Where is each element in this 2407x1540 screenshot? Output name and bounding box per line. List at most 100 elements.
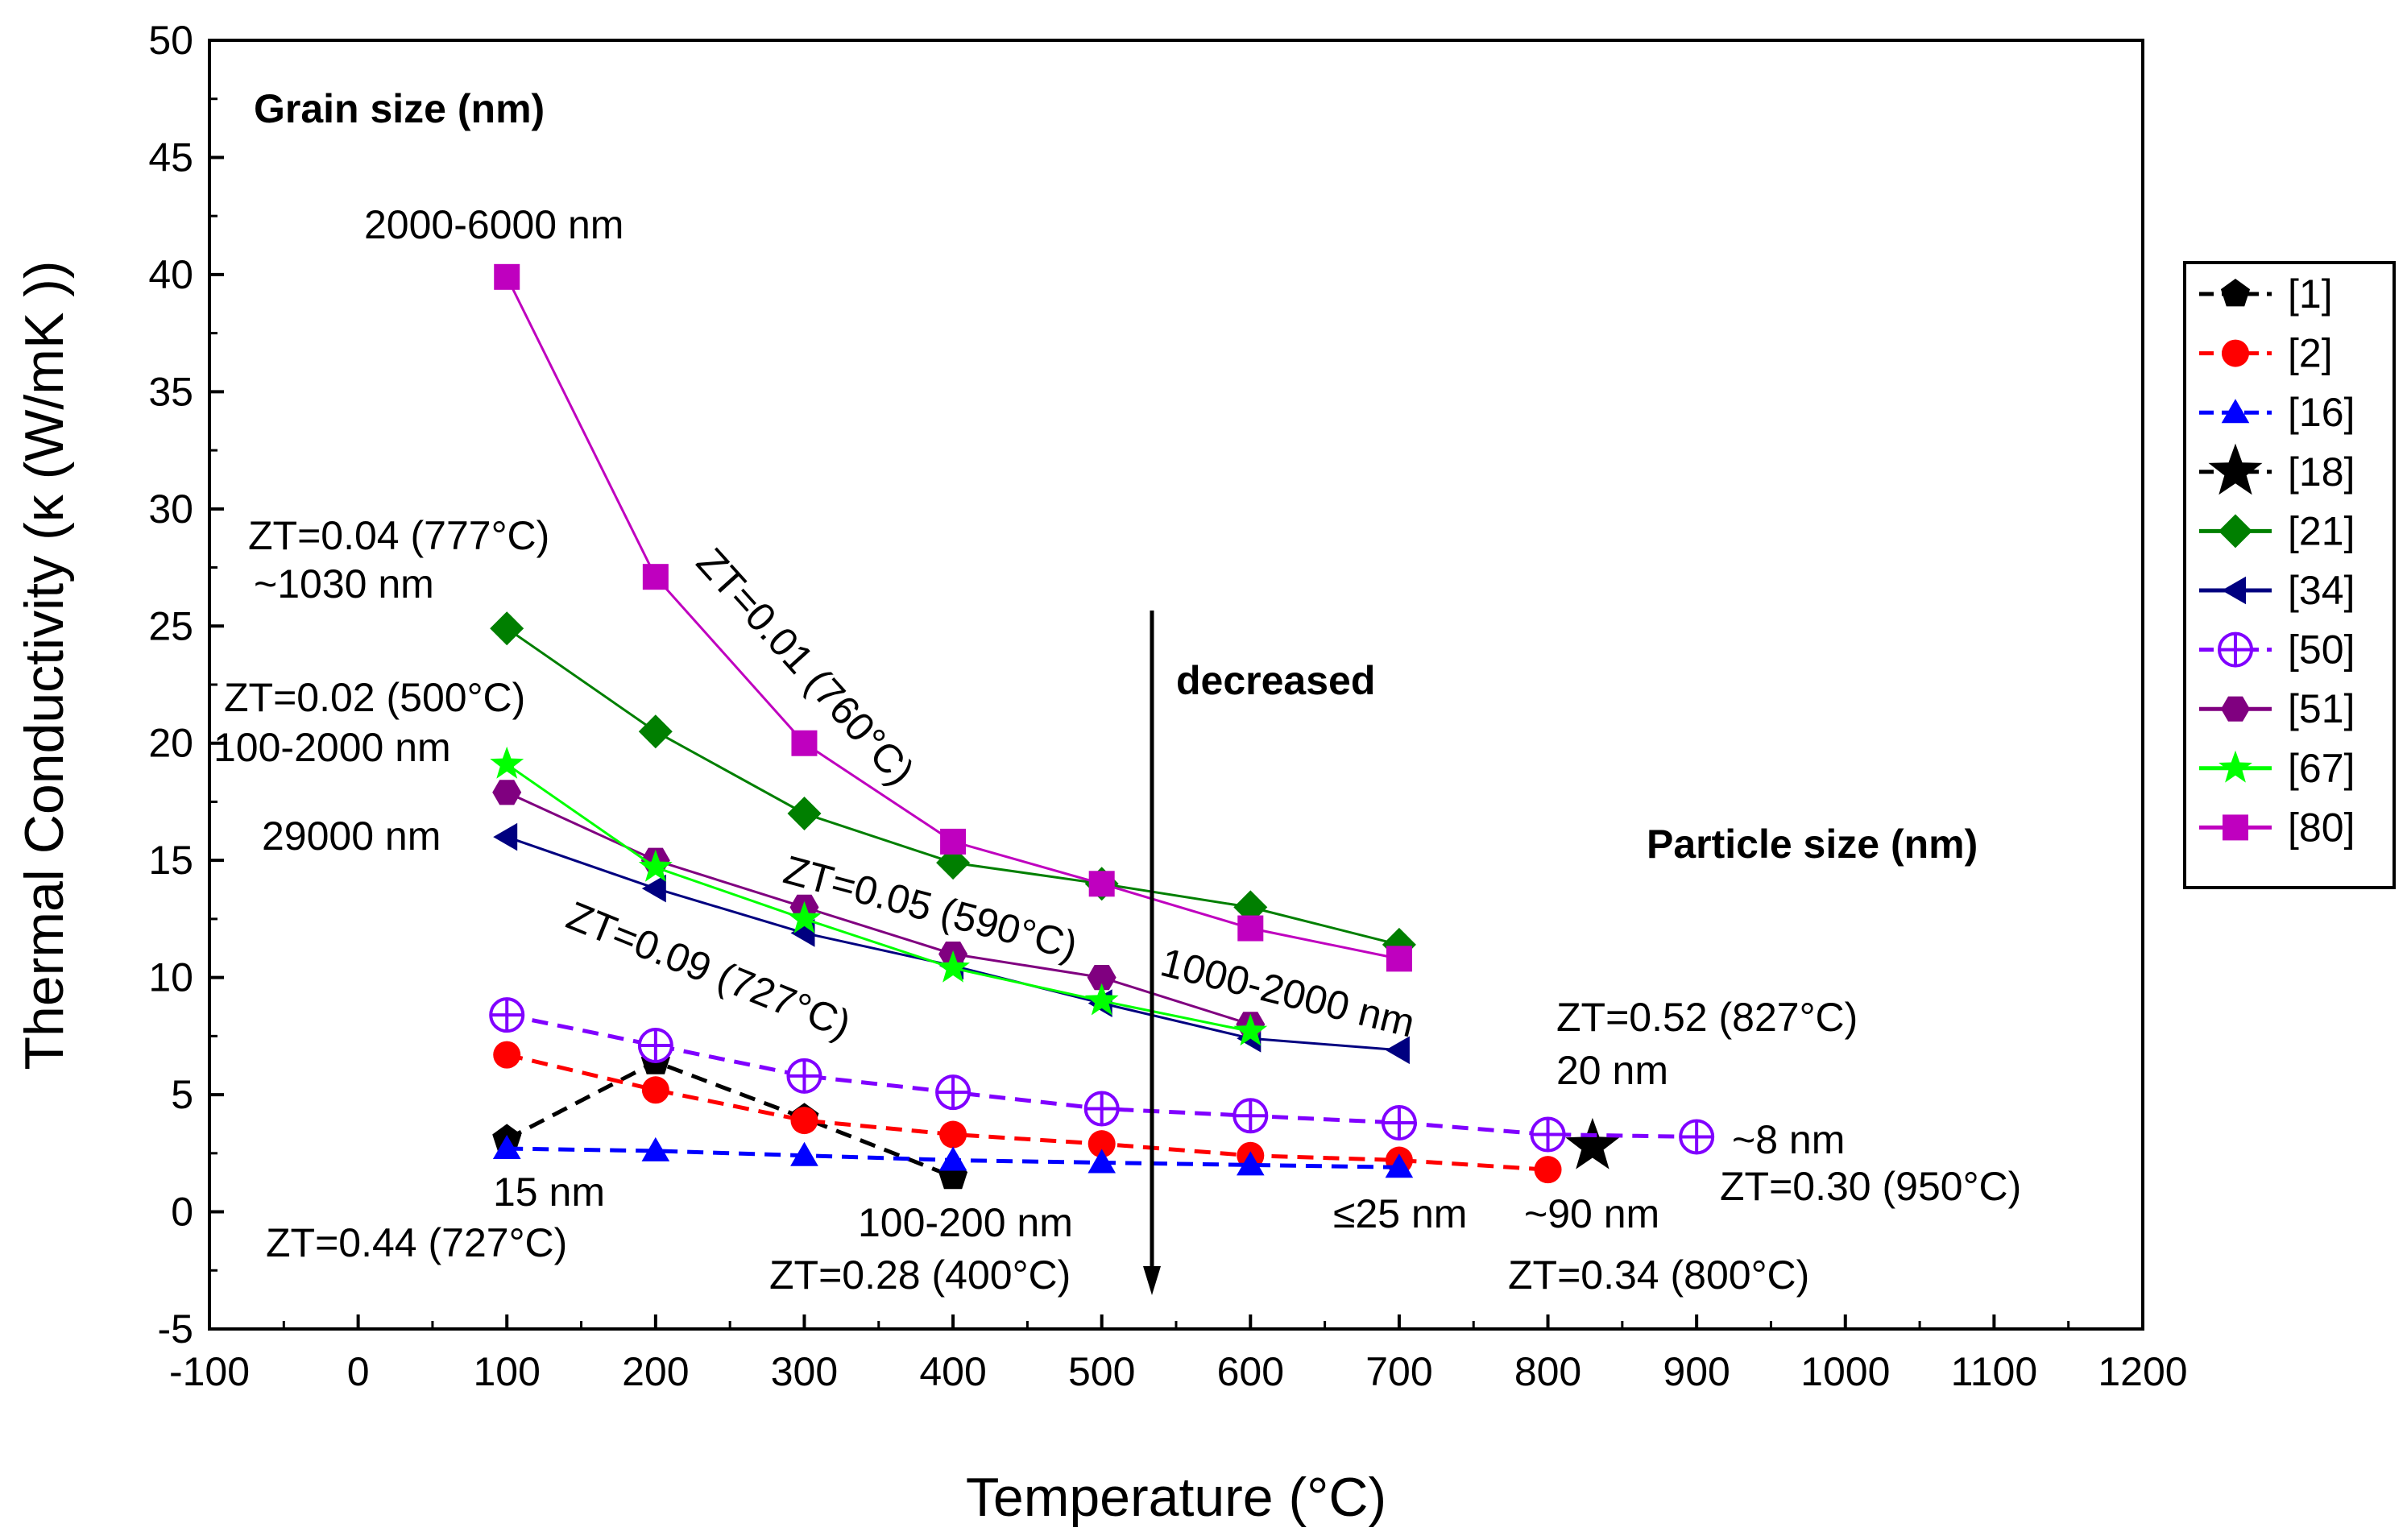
data-point (638, 849, 673, 882)
x-tick-label: 600 (1217, 1349, 1284, 1394)
legend-label: [21] (2288, 508, 2355, 553)
data-point (790, 1107, 818, 1135)
data-point (1084, 983, 1119, 1016)
x-tick-label: 700 (1365, 1349, 1432, 1394)
annotation-grain-1030: ~1030 nm (254, 561, 434, 606)
y-tick-label: 30 (148, 486, 193, 532)
annotation-zt-004: ZT=0.04 (777°C) (248, 513, 549, 558)
legend-label: [51] (2288, 686, 2355, 731)
data-point (1386, 946, 1412, 972)
series-line (506, 763, 1251, 1033)
annotation-grain-29000: 29000 nm (262, 813, 441, 859)
data-point (1530, 1116, 1566, 1153)
data-point (940, 828, 967, 855)
data-point (938, 1146, 967, 1171)
data-point (493, 1041, 521, 1069)
y-tick-label: 45 (148, 135, 193, 180)
data-point (1534, 1156, 1562, 1184)
data-point (1087, 965, 1116, 991)
data-point (1679, 1119, 1715, 1155)
data-point (787, 797, 822, 830)
annotation-particle-15: 15 nm (493, 1169, 605, 1215)
legend-marker (2208, 443, 2263, 495)
y-tick-label: 10 (148, 955, 193, 1000)
x-tick-label: 400 (919, 1349, 986, 1394)
data-point (1088, 871, 1115, 897)
legend-entry: [80] (2199, 805, 2355, 850)
data-series (489, 263, 1715, 1190)
x-axis-label: Temperature (°C) (966, 1467, 1386, 1528)
data-point (939, 1120, 967, 1149)
legend-label: [67] (2288, 746, 2355, 791)
legend-entry: [34] (2199, 568, 2355, 613)
legend-marker (2218, 514, 2252, 549)
series-67 (490, 746, 1268, 1046)
legend-entry: [1] (2199, 271, 2333, 317)
data-point (786, 1058, 822, 1094)
data-point (494, 263, 520, 290)
data-point (1385, 1153, 1414, 1178)
data-point (1385, 1036, 1410, 1065)
legend-marker (2218, 631, 2253, 668)
legend-label: [18] (2288, 449, 2355, 495)
legend-marker (2218, 750, 2252, 783)
legend-entry: [2] (2199, 331, 2333, 376)
data-point (1088, 1149, 1116, 1174)
x-tick-label: 1100 (1951, 1349, 2038, 1394)
annotation-zt-030: ZT=0.30 (950°C) (1720, 1164, 2021, 1209)
annotation-particle-20: 20 nm (1556, 1048, 1668, 1093)
legend-label: [80] (2288, 805, 2355, 850)
legend-label: [1] (2288, 271, 2333, 317)
annotation-decreased: decreased (1176, 658, 1375, 703)
y-axis-label: Thermal Conductivity (κ (W/mK )) (14, 261, 75, 1070)
y-tick-label: 50 (148, 18, 193, 63)
data-point (637, 1028, 673, 1063)
series-line (506, 1053, 1548, 1172)
annotation-grain-size: Grain size (nm) (254, 86, 545, 131)
annotation-particle-100-200: 100-200 nm (858, 1200, 1073, 1245)
legend-entry: [18] (2199, 443, 2355, 495)
y-tick-label: -5 (158, 1306, 193, 1352)
annotation-zt-044: ZT=0.44 (727°C) (266, 1220, 567, 1265)
data-point (1088, 1130, 1116, 1158)
x-tick-label: 100 (474, 1349, 541, 1394)
x-tick-label: -100 (169, 1349, 250, 1394)
series-50 (489, 997, 1715, 1155)
legend-entry: [16] (2199, 390, 2355, 435)
annotation-particle-8: ~8 nm (1732, 1117, 1845, 1162)
legend-marker (2221, 399, 2250, 424)
annotation-zt-034: ZT=0.34 (800°C) (1508, 1252, 1809, 1298)
legend: [1] [2] [16] [18] [21] [34] [50] [51] [67] [80] (2183, 261, 2396, 889)
data-point (492, 780, 522, 805)
data-point (641, 1076, 669, 1104)
data-point (1381, 1105, 1417, 1141)
annotation-particle-size: Particle size (nm) (1647, 822, 1978, 867)
y-tick-label: 25 (148, 603, 193, 648)
data-point (641, 874, 666, 903)
legend-marker (2222, 339, 2249, 367)
y-tick-label: 0 (171, 1190, 193, 1235)
data-point (489, 997, 525, 1033)
legend-marker (2221, 696, 2250, 722)
data-point (935, 1074, 972, 1111)
y-tick-label: 15 (148, 838, 193, 883)
x-tick-label: 800 (1514, 1349, 1581, 1394)
data-point (638, 714, 673, 749)
legend-marker (2222, 576, 2246, 605)
axes: -100 0 100 200 300 400 500 600 700 800 900 1000 1100… (148, 18, 2187, 1394)
data-point (493, 822, 518, 851)
data-point (492, 1135, 521, 1159)
data-point (1237, 915, 1264, 942)
y-tick-label: 5 (171, 1072, 193, 1117)
data-point (1233, 1013, 1268, 1046)
data-point (490, 746, 524, 779)
legend-label: [2] (2288, 331, 2333, 376)
series-80 (494, 263, 1412, 972)
annotation-zt-052: ZT=0.52 (827°C) (1556, 995, 1858, 1040)
y-tick-label: 20 (148, 721, 193, 766)
legend-entry: [21] (2199, 508, 2355, 553)
x-tick-label: 500 (1068, 1349, 1135, 1394)
annotation-grain-2000-6000: 2000-6000 nm (364, 202, 624, 247)
data-point (641, 1136, 670, 1161)
